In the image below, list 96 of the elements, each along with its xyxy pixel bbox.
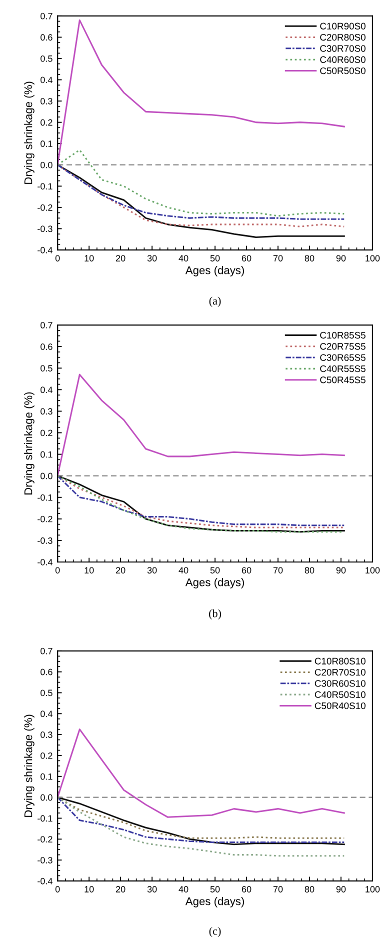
- legend-label: C40R50S10: [314, 691, 366, 698]
- y-tick-label: -0.2: [38, 516, 52, 522]
- x-axis-title: Ages (days): [185, 897, 244, 908]
- legend-label: C30R65S5: [320, 354, 366, 361]
- y-tick-label: 0.3: [40, 732, 52, 738]
- legend-label: C30R70S0: [320, 45, 366, 52]
- x-tick-label: 40: [178, 255, 188, 262]
- y-tick-label: -0.3: [38, 226, 52, 232]
- text: (a): [209, 296, 221, 307]
- x-tick-label: 100: [366, 255, 380, 262]
- x-tick-label: 0: [55, 255, 60, 262]
- x-tick-label: 80: [304, 255, 314, 262]
- y-tick-label: 0.4: [40, 76, 52, 84]
- y-tick-label: -0.2: [38, 204, 52, 211]
- x-tick-label: 20: [116, 567, 126, 574]
- x-tick-label: 10: [84, 255, 94, 262]
- y-tick-label: -0.3: [38, 537, 52, 544]
- legend-label: C50R40S10: [314, 702, 366, 710]
- y-tick-label: 0.5: [40, 365, 52, 372]
- y-axis-title: Drying shrinkage (%): [24, 714, 34, 817]
- x-tick-label: 90: [336, 567, 346, 574]
- x-tick-label: 70: [273, 886, 283, 892]
- x-tick-label: 50: [210, 886, 220, 892]
- y-tick-label: 0.5: [40, 690, 52, 696]
- y-tick-label: -0.4: [38, 246, 52, 254]
- x-axis-title: Ages (days): [185, 578, 244, 588]
- x-tick-label: 0: [55, 567, 60, 574]
- text: (c): [209, 926, 221, 938]
- y-tick-label: 0.5: [40, 55, 52, 62]
- y-tick-label: 0.7: [40, 322, 52, 328]
- x-tick-label: 90: [336, 886, 346, 892]
- y-tick-label: -0.4: [38, 558, 52, 566]
- y-tick-label: 0.0: [40, 472, 52, 480]
- y-tick-label: 0.4: [40, 710, 52, 718]
- legend-label: C10R85S5: [320, 332, 366, 339]
- x-tick-label: 50: [210, 255, 220, 262]
- line-series: [58, 728, 345, 818]
- x-tick-label: 50: [210, 567, 220, 574]
- y-tick-label: -0.4: [38, 878, 52, 884]
- x-tick-label: 70: [273, 255, 283, 262]
- legend-label: C10R80S10: [314, 658, 366, 664]
- legend-label: C50R45S5: [320, 376, 366, 384]
- x-tick-label: 30: [147, 886, 157, 892]
- y-tick-label: 0.2: [40, 430, 52, 436]
- y-tick-label: 0.0: [40, 162, 52, 168]
- legend-label: C20R75S5: [320, 343, 366, 350]
- y-axis-title: Drying shrinkage (%): [24, 82, 34, 184]
- x-tick-label: 30: [147, 567, 157, 574]
- y-tick-label: 0.0: [40, 794, 52, 801]
- x-tick-label: 90: [336, 255, 346, 262]
- y-tick-label: 0.4: [40, 386, 52, 394]
- x-tick-label: 10: [84, 886, 94, 892]
- y-tick-label: -0.3: [38, 857, 52, 864]
- legend-label: C40R55S5: [320, 365, 366, 372]
- x-tick-label: 10: [84, 567, 94, 574]
- y-tick-label: 0.3: [40, 98, 52, 104]
- x-tick-label: 0: [55, 886, 60, 892]
- y-axis-title: Drying shrinkage (%): [24, 392, 34, 494]
- x-tick-label: 20: [116, 255, 126, 262]
- y-tick-label: 0.7: [40, 648, 52, 654]
- legend-label: C10R90S0: [320, 22, 366, 30]
- y-tick-label: 0.6: [40, 34, 52, 41]
- y-tick-label: 0.1: [40, 140, 52, 147]
- y-tick-label: 0.6: [40, 668, 52, 676]
- x-tick-label: 80: [304, 567, 314, 574]
- y-tick-label: -0.1: [38, 815, 52, 822]
- legend-label: C40R60S0: [320, 56, 366, 63]
- x-axis-title: Ages (days): [185, 266, 244, 276]
- x-tick-label: 70: [273, 567, 283, 574]
- legend-label: C20R80S0: [320, 34, 366, 41]
- y-tick-label: 0.3: [40, 408, 52, 415]
- x-tick-label: 60: [242, 886, 252, 892]
- y-tick-label: 0.2: [40, 119, 52, 126]
- x-tick-label: 30: [147, 255, 157, 262]
- legend-label: C20R70S10: [314, 668, 366, 676]
- y-tick-label: -0.2: [38, 836, 52, 842]
- x-tick-label: 40: [178, 567, 188, 574]
- y-tick-label: 0.1: [40, 773, 52, 780]
- text: (b): [209, 609, 222, 620]
- x-tick-label: 100: [366, 567, 380, 574]
- x-tick-label: 60: [242, 567, 252, 574]
- line-series: [58, 149, 345, 217]
- line-series: [58, 796, 345, 857]
- x-tick-label: 60: [242, 255, 252, 262]
- legend-label: C50R50S0: [320, 67, 366, 74]
- y-tick-label: -0.1: [38, 494, 52, 501]
- y-tick-label: -0.1: [38, 183, 52, 190]
- x-tick-label: 100: [366, 886, 380, 892]
- y-tick-label: 0.7: [40, 12, 52, 20]
- legend-label: C30R60S10: [314, 680, 366, 687]
- y-tick-label: 0.1: [40, 451, 52, 458]
- x-tick-label: 20: [116, 886, 126, 892]
- x-tick-label: 40: [178, 886, 188, 892]
- y-tick-label: 0.2: [40, 752, 52, 759]
- y-tick-label: 0.6: [40, 344, 52, 350]
- x-tick-label: 80: [304, 886, 314, 892]
